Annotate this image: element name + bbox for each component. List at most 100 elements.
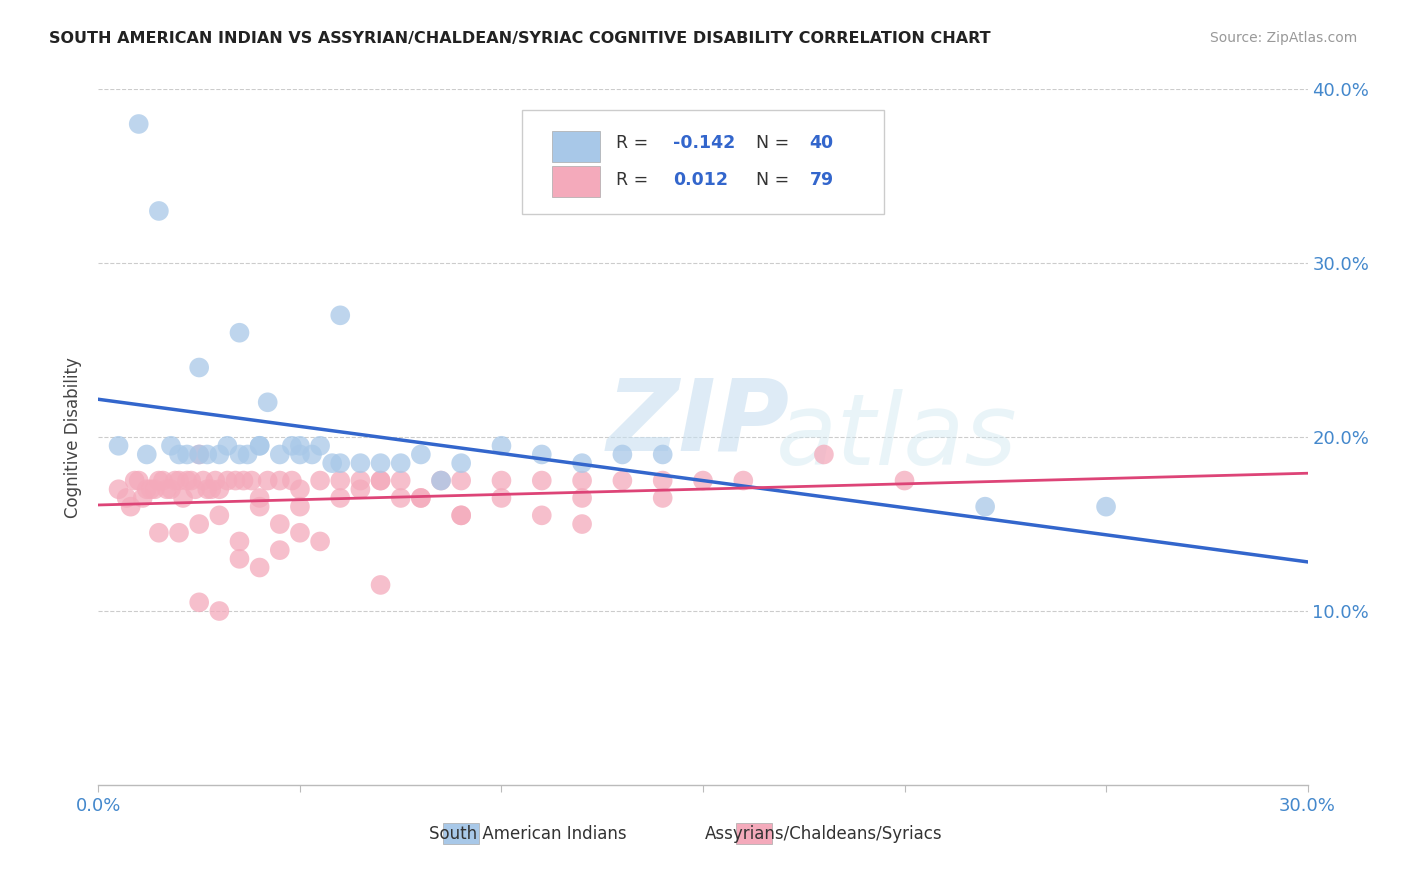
Point (530, 474, 553, 488)
Text: R =: R = (616, 170, 654, 188)
Point (269, 516, 291, 531)
Point (430, 474, 453, 488)
Point (288, 447, 311, 462)
Point (370, 474, 392, 488)
Point (1095, 500, 1118, 514)
Point (208, 447, 231, 462)
Point (208, 482, 231, 496)
Point (370, 456, 392, 470)
Point (409, 447, 432, 462)
Point (208, 604, 231, 618)
Point (228, 534, 250, 549)
Text: SOUTH AMERICAN INDIAN VS ASSYRIAN/CHALDEAN/SYRIAC COGNITIVE DISABILITY CORRELATI: SOUTH AMERICAN INDIAN VS ASSYRIAN/CHALDE… (49, 31, 991, 46)
Text: R =: R = (616, 135, 654, 153)
Point (389, 474, 412, 488)
Point (281, 439, 304, 453)
Text: 79: 79 (810, 170, 834, 188)
Point (115, 491, 138, 505)
Point (813, 447, 835, 462)
Point (167, 474, 190, 488)
Point (188, 516, 211, 531)
Point (288, 525, 311, 540)
Point (450, 456, 472, 470)
Point (370, 578, 392, 592)
Point (309, 474, 332, 488)
Point (135, 447, 157, 462)
Point (236, 447, 259, 462)
Point (256, 474, 278, 488)
Point (180, 474, 202, 488)
Point (612, 474, 634, 488)
Point (195, 482, 218, 496)
Point (200, 482, 222, 496)
Point (143, 482, 166, 496)
Point (571, 516, 593, 531)
Point (409, 491, 432, 505)
FancyBboxPatch shape (551, 166, 600, 197)
Point (309, 534, 332, 549)
Point (321, 456, 343, 470)
Point (612, 447, 634, 462)
Point (193, 474, 215, 488)
Point (188, 447, 211, 462)
Point (430, 474, 453, 488)
Point (329, 456, 352, 470)
FancyBboxPatch shape (735, 823, 772, 844)
Point (163, 474, 186, 488)
Point (651, 491, 673, 505)
Point (148, 525, 170, 540)
Point (269, 474, 291, 488)
Point (692, 474, 714, 488)
Point (733, 474, 755, 488)
Point (172, 491, 194, 505)
Point (269, 447, 291, 462)
Point (329, 308, 352, 322)
Point (249, 491, 271, 505)
Text: South American Indians: South American Indians (429, 825, 627, 843)
Point (309, 439, 332, 453)
Point (491, 439, 513, 453)
Point (389, 456, 412, 470)
Point (329, 491, 352, 505)
Point (240, 474, 263, 488)
Point (571, 474, 593, 488)
Text: -0.142: -0.142 (672, 135, 735, 153)
Point (139, 482, 162, 496)
Point (176, 474, 198, 488)
Point (184, 482, 207, 496)
Point (974, 500, 997, 514)
Point (188, 595, 211, 609)
Point (571, 491, 593, 505)
Point (491, 491, 513, 505)
Point (188, 360, 211, 375)
Point (450, 508, 472, 523)
Point (249, 439, 271, 453)
Point (329, 474, 352, 488)
Point (148, 203, 170, 218)
Point (195, 447, 218, 462)
Point (450, 474, 472, 488)
Point (288, 439, 311, 453)
Point (132, 491, 155, 505)
Point (349, 482, 371, 496)
Point (128, 117, 150, 131)
Point (651, 447, 673, 462)
Point (288, 482, 311, 496)
Point (893, 474, 915, 488)
Text: atlas: atlas (776, 389, 1017, 485)
Text: 40: 40 (810, 135, 834, 153)
Point (232, 474, 254, 488)
Point (249, 439, 271, 453)
Text: N =: N = (745, 170, 794, 188)
Point (128, 474, 150, 488)
Point (107, 482, 129, 496)
Point (530, 508, 553, 523)
Point (228, 447, 250, 462)
Point (217, 474, 239, 488)
Point (491, 474, 513, 488)
Point (349, 474, 371, 488)
Point (571, 456, 593, 470)
Point (160, 439, 183, 453)
Point (269, 543, 291, 558)
Point (228, 326, 250, 340)
